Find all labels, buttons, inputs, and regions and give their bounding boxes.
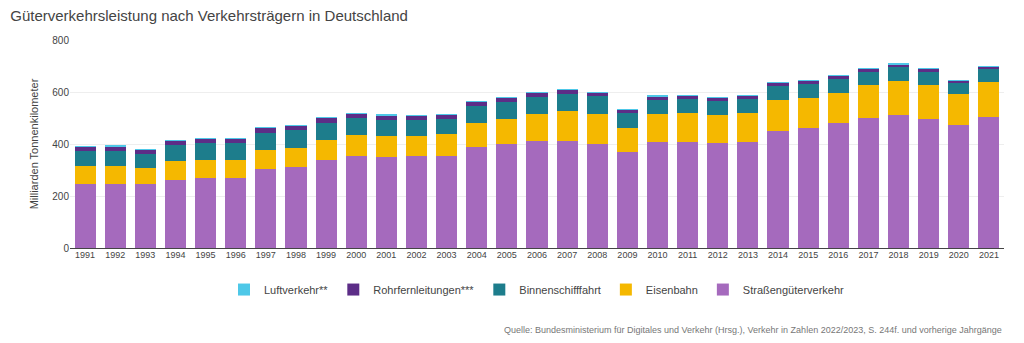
svg-text:2007: 2007 [557,250,577,260]
svg-text:2000: 2000 [346,250,366,260]
svg-text:0: 0 [63,243,69,254]
svg-text:Milliarden Tonnenkilometer: Milliarden Tonnenkilometer [28,78,40,209]
svg-text:Binnenschifffahrt: Binnenschifffahrt [519,284,601,296]
svg-text:1992: 1992 [105,250,125,260]
svg-text:1997: 1997 [256,250,276,260]
svg-text:2011: 2011 [678,250,697,260]
svg-text:2008: 2008 [587,250,607,260]
svg-text:2016: 2016 [828,250,848,260]
svg-text:1994: 1994 [165,250,185,260]
svg-text:200: 200 [52,191,69,202]
svg-text:Eisenbahn: Eisenbahn [646,284,698,296]
svg-text:Quelle: Bundesministerium für: Quelle: Bundesministerium für Digitales … [504,325,1002,335]
svg-text:2013: 2013 [738,250,758,260]
svg-text:Güterverkehrsleistung nach Ver: Güterverkehrsleistung nach Verkehrsträge… [10,7,408,24]
svg-text:2018: 2018 [889,250,909,260]
svg-text:1995: 1995 [196,250,216,260]
svg-text:2012: 2012 [708,250,728,260]
svg-text:2021: 2021 [979,250,999,260]
svg-text:800: 800 [52,35,69,46]
svg-text:1991: 1991 [75,250,95,260]
svg-text:2019: 2019 [919,250,939,260]
svg-text:2017: 2017 [858,250,878,260]
svg-text:2020: 2020 [949,250,969,260]
svg-text:2001: 2001 [376,250,396,260]
svg-text:1998: 1998 [286,250,306,260]
svg-text:1993: 1993 [135,250,155,260]
svg-text:1999: 1999 [316,250,336,260]
svg-text:1996: 1996 [226,250,246,260]
svg-text:2009: 2009 [617,250,637,260]
svg-text:2015: 2015 [798,250,818,260]
svg-text:Luftverkehr**: Luftverkehr** [264,284,328,296]
svg-text:2002: 2002 [406,250,426,260]
svg-text:2006: 2006 [527,250,547,260]
svg-text:2014: 2014 [768,250,788,260]
svg-text:600: 600 [52,87,69,98]
svg-text:2005: 2005 [497,250,517,260]
svg-text:2010: 2010 [648,250,668,260]
svg-text:400: 400 [52,139,69,150]
svg-text:Rohrfernleitungen***: Rohrfernleitungen*** [373,284,474,296]
svg-text:2003: 2003 [437,250,457,260]
svg-text:Straßengüterverkehr: Straßengüterverkehr [743,284,844,296]
svg-text:2004: 2004 [467,250,487,260]
